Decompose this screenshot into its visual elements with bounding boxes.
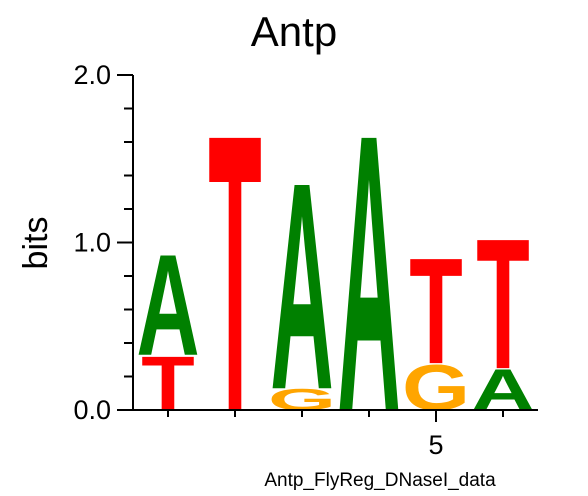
logo-letter-t-pos2: T xyxy=(208,52,261,494)
y-tick-label: 2.0 xyxy=(73,60,111,90)
logo-letter-a-pos3: A xyxy=(270,122,333,452)
logo-letter-t-pos6: T xyxy=(476,199,529,408)
axes: 0.0 1.0 2.0 5 xyxy=(73,60,538,460)
chart-title: Antp xyxy=(251,8,337,55)
x-tick-label: 5 xyxy=(428,430,443,460)
y-tick-label: 1.0 xyxy=(73,228,111,258)
x-axis-label: Antp_FlyReg_DNaseI_data xyxy=(264,470,496,491)
logo-letter-t-pos5: T xyxy=(409,227,462,396)
y-tick-label: 0.0 xyxy=(73,395,111,425)
logo-letter-a-pos4: A xyxy=(337,52,400,494)
y-axis-label: bits xyxy=(17,217,55,270)
logo-letters: TA T GA A GT AT xyxy=(136,52,534,494)
logo-letter-a-pos1: A xyxy=(136,225,199,386)
